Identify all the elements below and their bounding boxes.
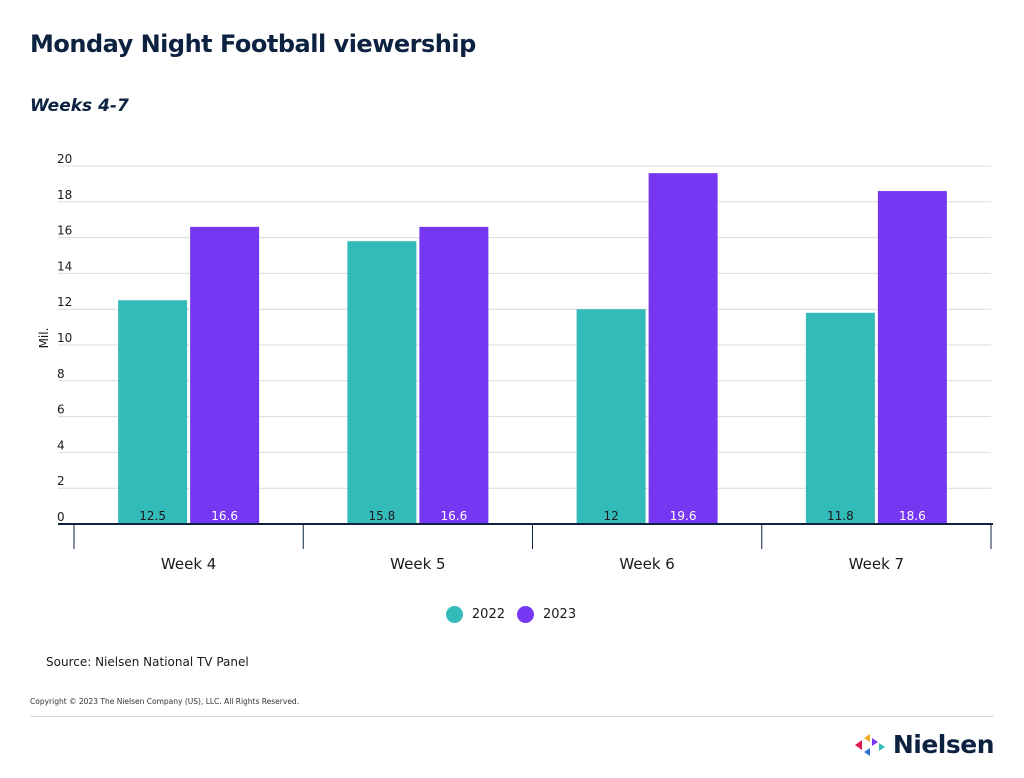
- x-tick-label: Week 7: [849, 555, 904, 573]
- legend-item-2022: 2022: [445, 606, 505, 623]
- data-label: 16.6: [211, 509, 238, 523]
- y-tick-label: 4: [57, 438, 65, 452]
- y-tick-label: 2: [57, 474, 65, 488]
- legend-swatch-2022: [445, 606, 463, 623]
- y-tick-label: 6: [57, 403, 65, 417]
- data-label: 12.5: [139, 509, 166, 523]
- y-axis-label: Mil.: [37, 328, 51, 349]
- legend-swatch-2023: [517, 606, 534, 623]
- legend-label-2022: 2022: [471, 607, 505, 622]
- footer-divider: [30, 716, 994, 717]
- chart-title: Monday Night Football viewership: [30, 30, 476, 58]
- bar-2022-week-6: [576, 309, 646, 524]
- x-tick-label: Week 5: [390, 555, 445, 573]
- data-label: 18.6: [899, 509, 926, 523]
- y-tick-label: 12: [57, 295, 72, 309]
- legend: 2022 2023: [0, 606, 1024, 623]
- y-tick-label: 8: [57, 367, 65, 381]
- data-label: 19.6: [670, 509, 697, 523]
- bar-2023-week-5: [419, 226, 489, 525]
- nielsen-logo-text: Nielsen: [892, 730, 995, 759]
- x-tick-label: Week 6: [619, 555, 674, 573]
- x-tick-labels: Week 4 Week 5 Week 6 Week 7: [161, 555, 904, 573]
- copyright-note: Copyright © 2023 The Nielsen Company (US…: [30, 697, 300, 706]
- data-label: 11.8: [827, 509, 854, 523]
- source-note: Source: Nielsen National TV Panel: [46, 655, 249, 669]
- data-label: 12: [603, 509, 618, 523]
- y-tick-label: 18: [57, 188, 72, 202]
- y-tick-label: 10: [57, 331, 72, 345]
- y-tick-label: 20: [57, 152, 72, 166]
- bar-2022-week-5: [347, 241, 417, 524]
- nielsen-logo: Nielsen: [853, 730, 995, 759]
- y-tick-label: 0: [57, 510, 65, 524]
- chart-subtitle: Weeks 4-7: [30, 96, 129, 116]
- x-tick-label: Week 4: [161, 555, 216, 573]
- bar-2022-week-7: [805, 312, 875, 524]
- y-tick-label: 16: [57, 224, 72, 238]
- bar-2022-week-4: [118, 300, 188, 524]
- bar-2023-week-7: [877, 191, 947, 524]
- legend-label-2023: 2023: [543, 607, 577, 622]
- bar-2023-week-6: [648, 173, 718, 524]
- y-tick-label: 14: [57, 259, 72, 273]
- data-labels: 12.5 16.6 15.8 16.6 12 19.6 11.8 18.6: [139, 509, 925, 523]
- data-label: 16.6: [441, 509, 468, 523]
- legend-item-2023: 2023: [517, 606, 576, 623]
- nielsen-logo-icon: [854, 733, 885, 756]
- y-tick-labels: 0 2 4 6 8 10 12 14 16 18 20: [57, 152, 72, 524]
- bars: [118, 173, 947, 525]
- data-label: 15.8: [369, 509, 396, 523]
- x-axis: [58, 523, 993, 549]
- bar-2023-week-4: [190, 226, 260, 525]
